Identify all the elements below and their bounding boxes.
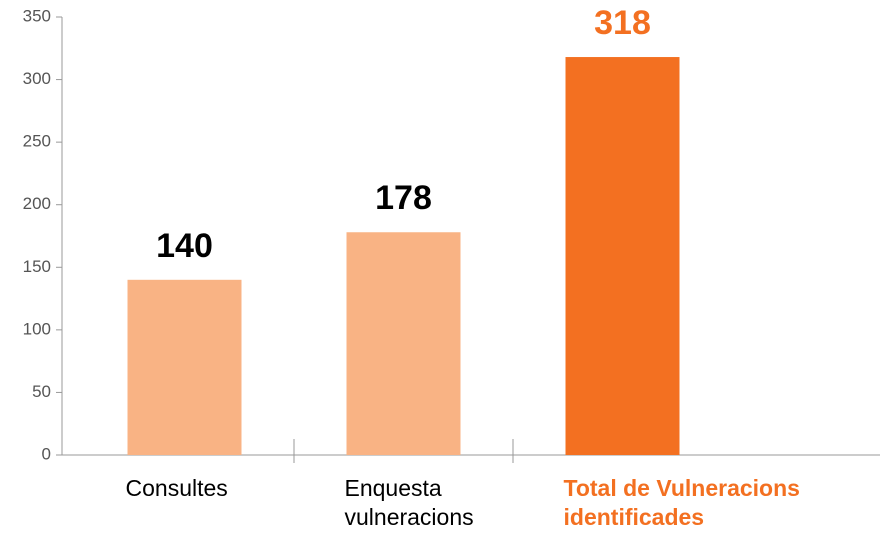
y-tick-label: 50 [32, 382, 51, 401]
y-tick-label: 250 [23, 132, 51, 151]
value-label: 140 [156, 227, 213, 265]
x-tick-label: Consultes [125, 475, 228, 501]
y-tick-label: 100 [23, 319, 51, 338]
bar [565, 57, 680, 455]
value-label: 318 [594, 4, 651, 42]
y-tick-label: 300 [23, 69, 51, 88]
x-tick-label: Total de Vulneracions identificades [563, 475, 800, 530]
bar [127, 279, 242, 455]
value-label: 178 [375, 179, 432, 217]
y-tick-label: 350 [23, 6, 51, 25]
x-tick-label: Enquesta vulneracions [344, 475, 474, 530]
y-tick-label: 200 [23, 194, 51, 213]
y-tick-label: 0 [42, 444, 51, 463]
y-tick-label: 150 [23, 257, 51, 276]
bar [346, 232, 461, 455]
